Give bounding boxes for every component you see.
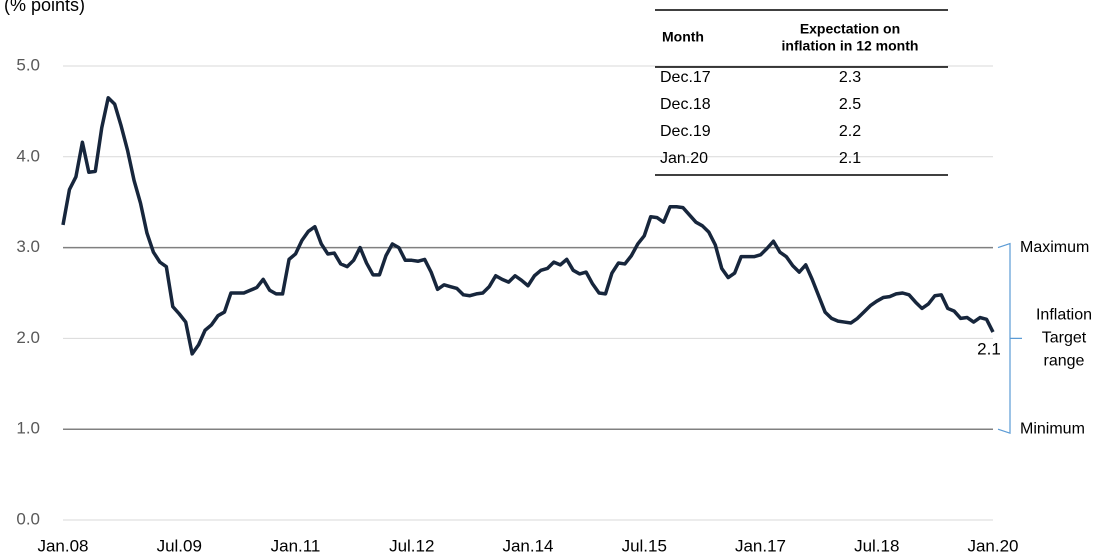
target-range-label: range [1044,353,1085,370]
y-tick-label: 4.0 [16,146,40,165]
table-cell: Jan.20 [660,150,708,167]
table-header: Expectation on [800,21,900,37]
y-tick-label: 3.0 [16,237,40,256]
target-range-label: Inflation [1036,307,1092,324]
x-tick-label: Jul.09 [157,536,202,555]
x-tick-label: Jan.11 [271,536,321,555]
y-tick-label: 2.0 [16,328,40,347]
table-header: Month [662,29,704,45]
table-header: inflation in 12 month [782,38,919,54]
table-cell: 2.5 [839,96,861,113]
table-cell: Dec.17 [660,69,711,86]
target-bracket [997,242,1022,435]
table-cell: 2.3 [839,69,861,86]
target-range-label: Target [1042,330,1087,347]
x-tick-label: Jul.12 [389,536,434,555]
end-label: 2.1 [977,340,1001,359]
target-max-label: Maximum [1020,239,1089,256]
y-tick-label: 0.0 [16,509,40,528]
x-tick-label: Jan.17 [735,536,786,555]
x-tick-label: Jan.08 [37,536,88,555]
table-cell: Dec.19 [660,123,711,140]
table-cell: Dec.18 [660,96,711,113]
x-tick-label: Jul.18 [854,536,899,555]
y-tick-label: 5.0 [16,55,40,74]
x-tick-label: Jan.20 [967,536,1018,555]
table-cell: 2.1 [839,150,861,167]
series-line [61,96,995,356]
y-axis-label: (% points) [4,0,85,15]
x-tick-label: Jan.14 [502,536,553,555]
target-min-label: Minimum [1020,420,1085,437]
x-tick-label: Jul.15 [622,536,667,555]
table-cell: 2.2 [839,123,861,140]
y-tick-label: 1.0 [16,419,40,438]
